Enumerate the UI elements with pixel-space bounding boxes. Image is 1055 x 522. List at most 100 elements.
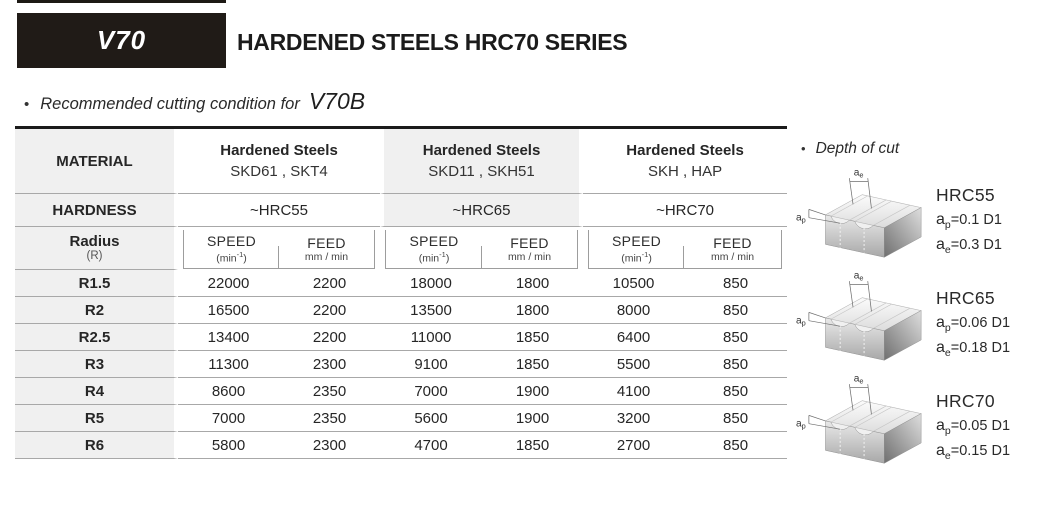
feed-header-cell: FEED mm / min bbox=[481, 227, 583, 270]
speed-value-cell: 13500 bbox=[380, 297, 483, 324]
svg-text:ap: ap bbox=[796, 212, 806, 224]
feed-value-cell: 850 bbox=[684, 297, 788, 324]
bullet-icon: • bbox=[24, 96, 30, 113]
feed-value-cell: 2300 bbox=[279, 351, 381, 378]
feed-value-cell: 2200 bbox=[279, 297, 381, 324]
depth-entry: ae ap HRC55 ap=0.1 D1 ae=0.3 D1 bbox=[796, 165, 1002, 263]
feed-unit: mm / min bbox=[507, 251, 552, 263]
feed-value-cell: 850 bbox=[684, 378, 788, 405]
radius-header-sub: (R) bbox=[86, 250, 103, 262]
table-row: R3 11300 2300 9100 1850 5500 850 bbox=[15, 351, 788, 378]
table-row: R6 5800 2300 4700 1850 2700 850 bbox=[15, 432, 788, 459]
speed-header-cell: SPEED (min-1) bbox=[583, 227, 685, 270]
table-row: R4 8600 2350 7000 1900 4100 850 bbox=[15, 378, 788, 405]
svg-text:ae: ae bbox=[854, 373, 864, 385]
speed-value-cell: 9100 bbox=[380, 351, 483, 378]
feed-value-cell: 1850 bbox=[482, 432, 584, 459]
svg-text:ae: ae bbox=[854, 167, 864, 179]
subtitle-text: Recommended cutting condition for bbox=[40, 95, 300, 113]
depth-of-cut-title: • Depth of cut bbox=[801, 140, 899, 158]
feed-value-cell: 2200 bbox=[279, 270, 381, 297]
feed-value-cell: 850 bbox=[684, 351, 788, 378]
feed-unit: mm / min bbox=[304, 251, 349, 263]
hardness-value-cell: ~HRC65 bbox=[380, 194, 584, 227]
speed-value-cell: 5500 bbox=[583, 351, 685, 378]
table-top-rule bbox=[15, 126, 787, 129]
speed-value-cell: 16500 bbox=[178, 297, 279, 324]
ap-value: ap=0.05 D1 bbox=[936, 417, 1011, 437]
radius-cell: R5 bbox=[15, 405, 178, 432]
feed-value-cell: 850 bbox=[684, 405, 788, 432]
hardness-row: HARDNESS ~HRC55 ~HRC65 ~HRC70 bbox=[15, 194, 788, 227]
table-row: R2 16500 2200 13500 1800 8000 850 bbox=[15, 297, 788, 324]
page-title: HARDENED STEELS HRC70 SERIES bbox=[237, 29, 628, 55]
material-group-grades: SKD11 , SKH51 bbox=[428, 163, 535, 180]
subtitle-model: V70B bbox=[308, 88, 366, 114]
hrc-label: HRC65 bbox=[936, 288, 995, 308]
hrc-label: HRC70 bbox=[936, 391, 995, 411]
speed-value-cell: 7000 bbox=[380, 378, 483, 405]
speed-value-cell: 18000 bbox=[380, 270, 483, 297]
feed-unit: mm / min bbox=[710, 251, 755, 263]
speed-value-cell: 5600 bbox=[380, 405, 483, 432]
hardness-value-cell: ~HRC70 bbox=[583, 194, 788, 227]
radius-cell: R3 bbox=[15, 351, 178, 378]
material-group-name: Hardened Steels bbox=[626, 142, 744, 159]
feed-value-cell: 850 bbox=[684, 324, 788, 351]
speed-value-cell: 6400 bbox=[583, 324, 685, 351]
material-group-grades: SKD61 , SKT4 bbox=[230, 163, 328, 180]
ap-value: ap=0.1 D1 bbox=[936, 211, 1002, 231]
feed-value-cell: 1900 bbox=[482, 378, 584, 405]
speed-header-label: SPEED bbox=[612, 233, 662, 250]
material-group-cell: Hardened Steels SKD11 , SKH51 bbox=[380, 129, 584, 194]
hrc-label: HRC55 bbox=[936, 185, 995, 205]
depth-entry-text: HRC65 ap=0.06 D1 ae=0.18 D1 bbox=[934, 268, 1010, 366]
speed-value-cell: 2700 bbox=[583, 432, 685, 459]
material-group-cell: Hardened Steels SKH , HAP bbox=[583, 129, 788, 194]
speed-value-cell: 13400 bbox=[178, 324, 279, 351]
speed-header-cell: SPEED (min-1) bbox=[380, 227, 483, 270]
speed-header-label: SPEED bbox=[207, 233, 256, 250]
bullet-icon: • bbox=[801, 141, 806, 156]
feed-value-cell: 1800 bbox=[482, 297, 584, 324]
speed-value-cell: 7000 bbox=[178, 405, 279, 432]
depth-entry-text: HRC70 ap=0.05 D1 ae=0.15 D1 bbox=[934, 371, 1010, 469]
svg-text:ap: ap bbox=[796, 315, 806, 327]
feed-value-cell: 1900 bbox=[482, 405, 584, 432]
series-logo: V70 bbox=[96, 25, 147, 55]
radius-header-label: Radius bbox=[69, 233, 120, 250]
milled-block-diagram: ae ap bbox=[796, 270, 922, 361]
feed-value-cell: 1850 bbox=[482, 351, 584, 378]
speed-value-cell: 22000 bbox=[178, 270, 279, 297]
material-group-cell: Hardened Steels SKD61 , SKT4 bbox=[178, 129, 381, 194]
hardness-header-cell: HARDNESS bbox=[15, 194, 178, 227]
subtitle: • Recommended cutting condition for V70B bbox=[24, 88, 365, 115]
depth-entry-text: HRC55 ap=0.1 D1 ae=0.3 D1 bbox=[934, 165, 1002, 263]
material-header-cell: MATERIAL bbox=[15, 129, 178, 194]
material-group-grades: SKH , HAP bbox=[647, 163, 723, 180]
feed-header-cell: FEED mm / min bbox=[683, 227, 787, 270]
feed-value-cell: 2200 bbox=[279, 324, 381, 351]
speed-unit: (min-1) bbox=[418, 250, 450, 265]
depth-entry: ae ap HRC65 ap=0.06 D1 ae=0.18 D1 bbox=[796, 268, 1010, 366]
ap-value: ap=0.06 D1 bbox=[936, 314, 1011, 334]
speed-value-cell: 8000 bbox=[583, 297, 685, 324]
table-row: R5 7000 2350 5600 1900 3200 850 bbox=[15, 405, 788, 432]
speed-unit: (min-1) bbox=[621, 250, 652, 265]
ae-value: ae=0.15 D1 bbox=[936, 441, 1011, 462]
milled-block-diagram: ae ap bbox=[796, 373, 922, 464]
depth-entry: ae ap HRC70 ap=0.05 D1 ae=0.15 D1 bbox=[796, 371, 1010, 469]
material-group-name: Hardened Steels bbox=[220, 142, 338, 159]
speed-value-cell: 11000 bbox=[380, 324, 483, 351]
feed-value-cell: 2300 bbox=[279, 432, 381, 459]
svg-text:ae: ae bbox=[854, 270, 864, 282]
feed-value-cell: 2350 bbox=[279, 378, 381, 405]
header-accent-bar bbox=[17, 0, 226, 3]
material-row: MATERIAL Hardened Steels SKD61 , SKT4 Ha… bbox=[15, 129, 788, 194]
material-group-name: Hardened Steels bbox=[422, 142, 541, 159]
radius-header-cell: Radius (R) bbox=[15, 227, 178, 270]
radius-cell: R2 bbox=[15, 297, 178, 324]
table-row: R2.5 13400 2200 11000 1850 6400 850 bbox=[15, 324, 788, 351]
speed-value-cell: 8600 bbox=[178, 378, 279, 405]
